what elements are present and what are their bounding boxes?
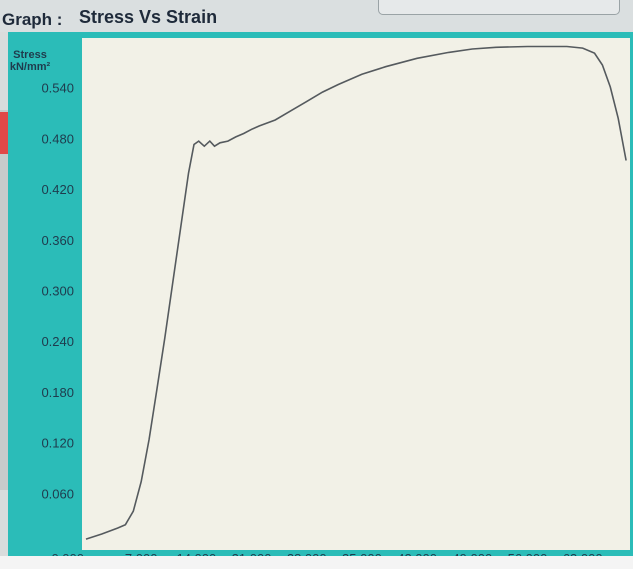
left-panel-marker — [0, 112, 8, 154]
graph-title: Stress Vs Strain — [79, 7, 218, 27]
title-bar: Graph : Stress Vs Strain — [0, 0, 633, 32]
y-tick-label: 0.360 — [41, 233, 74, 248]
plot-area — [82, 38, 630, 550]
y-tick-label: 0.180 — [41, 385, 74, 400]
y-tick-label: 0.240 — [41, 334, 74, 349]
y-tick-label: 0.300 — [41, 284, 74, 299]
y-axis-ticks: 0.060 0.120 0.180 0.240 0.300 0.360 0.420 0.480… — [41, 81, 74, 502]
y-tick-label: 0.420 — [41, 182, 74, 197]
y-axis-label: Stress — [13, 49, 47, 61]
y-axis-unit: kN/mm² — [10, 61, 51, 73]
stress-strain-line — [85, 45, 627, 540]
y-tick-label: 0.480 — [41, 131, 74, 146]
left-panel-edge — [0, 110, 8, 490]
bottom-edge — [0, 556, 633, 569]
window-tab[interactable] — [378, 0, 620, 15]
y-tick-label: 0.060 — [41, 486, 74, 501]
y-tick-label: 0.540 — [41, 81, 74, 96]
y-tick-label: 0.120 — [41, 436, 74, 451]
graph-label: Graph : — [2, 10, 63, 29]
